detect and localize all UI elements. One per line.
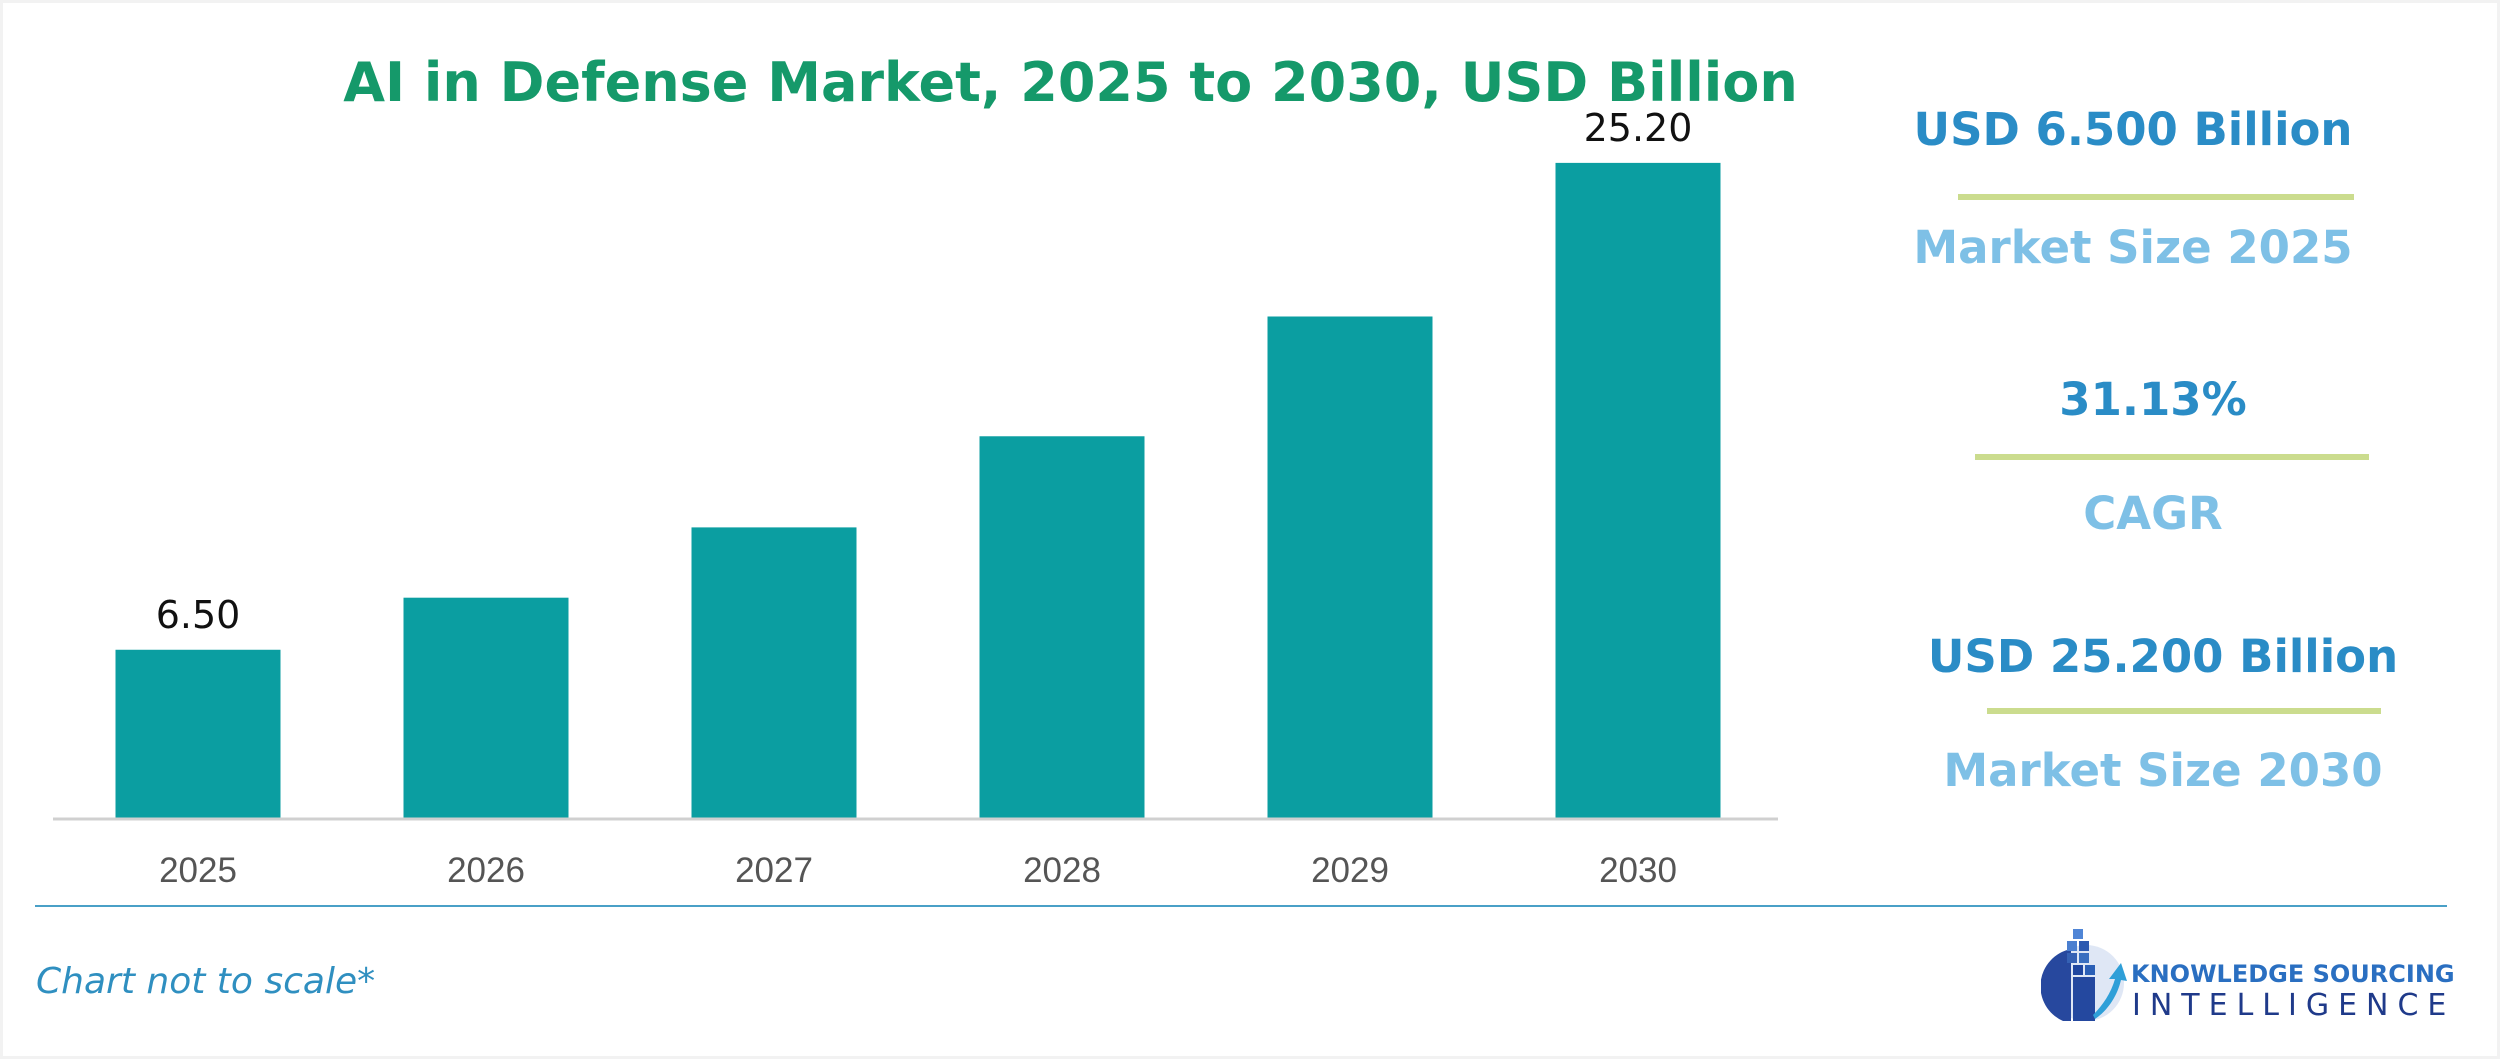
bar-chart: 6.50 25.20 2025 2026 2027 2028 2029 2030	[53, 106, 1778, 890]
bar-2030	[1555, 162, 1721, 819]
stat-market-size-2030-value: USD 25.200 Billion	[1927, 630, 2399, 683]
data-label-2025: 6.50	[156, 593, 241, 637]
bar-2025	[115, 649, 281, 819]
logo-text-line1: KNOWLEDGE SOURCING	[2131, 960, 2455, 988]
stat-divider-3	[1987, 708, 2381, 714]
bar-2029	[1267, 316, 1433, 819]
stat-divider-2	[1975, 454, 2369, 460]
stat-market-size-2030-label: Market Size 2030	[1943, 744, 2383, 797]
labels-layer: 6.50 25.20	[156, 106, 1693, 637]
knowledge-sourcing-logo-icon	[2041, 929, 2127, 1021]
stat-cagr-value: 31.13%	[2059, 373, 2247, 426]
stat-cagr-label: CAGR	[2083, 487, 2223, 540]
stat-market-size-2025-value: USD 6.500 Billion	[1913, 103, 2353, 156]
x-tick-label-2029: 2029	[1311, 851, 1389, 890]
chart-title: AI in Defense Market, 2025 to 2030, USD …	[343, 51, 1798, 114]
logo-text-line2: INTELLIGENCE	[2132, 988, 2456, 1023]
x-tick-label-2030: 2030	[1599, 851, 1677, 890]
bar-2026	[403, 597, 569, 819]
data-label-2030: 25.20	[1584, 106, 1693, 150]
stat-market-size-2025-label: Market Size 2025	[1913, 221, 2353, 274]
stat-divider-1	[1958, 194, 2354, 200]
chart-footnote: Chart not to scale*	[36, 961, 376, 1002]
bar-2028	[979, 436, 1145, 819]
bars-layer	[115, 162, 1721, 819]
x-tick-label-2025: 2025	[159, 851, 237, 890]
x-tick-label-2028: 2028	[1023, 851, 1101, 890]
x-tick-label-2026: 2026	[447, 851, 525, 890]
x-tick-labels: 2025 2026 2027 2028 2029 2030	[159, 851, 1677, 890]
footer-divider	[35, 905, 2447, 907]
x-tick-label-2027: 2027	[735, 851, 813, 890]
bar-2027	[691, 527, 857, 819]
infographic-frame: AI in Defense Market, 2025 to 2030, USD …	[3, 3, 2497, 1056]
